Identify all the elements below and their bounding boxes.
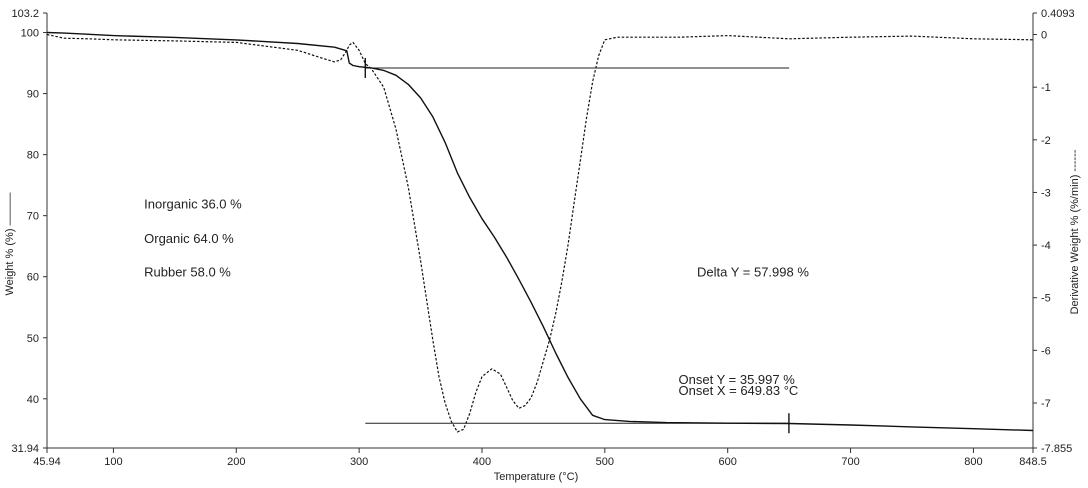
- chart-annotation: Organic 64.0 %: [144, 231, 234, 246]
- chart-annotation: Onset Y = 35.997 %: [679, 372, 796, 387]
- y-right-tick-label: -1: [1041, 82, 1051, 94]
- left-axis-ticks: 103.2 100 90 80 70 60 50 40 31.94: [11, 8, 47, 455]
- onset-markers: [364, 57, 790, 434]
- y-left-tick-label: 100: [21, 28, 39, 40]
- x-tick-label: 100: [104, 456, 122, 468]
- y-right-axis-title: Derivative Weight % (%/min) ------: [1069, 149, 1081, 314]
- y-right-tick-label: -2: [1041, 135, 1051, 147]
- y-left-tick-label: 90: [27, 89, 39, 101]
- y-left-axis-title: Weight % (%) ———: [4, 192, 16, 295]
- chart-annotation: Inorganic 36.0 %: [144, 196, 242, 211]
- y-right-tick-label: -7.855: [1041, 443, 1072, 455]
- x-tick-label: 500: [596, 456, 614, 468]
- y-left-tick-label: 70: [27, 211, 39, 223]
- x-axis-ticks: 45.94 100 200 300 400 500 600 700 800 848.5: [33, 448, 1047, 468]
- x-tick-label: 300: [350, 456, 368, 468]
- x-tick-label: 848.5: [1019, 456, 1047, 468]
- y-left-tick-label: 60: [27, 272, 39, 284]
- x-tick-label: 400: [473, 456, 491, 468]
- y-right-tick-label: -3: [1041, 187, 1051, 199]
- plot-frame: [46, 13, 1034, 449]
- x-tick-label: 200: [227, 456, 245, 468]
- y-right-tick-label: 0.4093: [1041, 8, 1075, 20]
- y-right-tick-label: -7: [1041, 398, 1051, 410]
- annotations: Inorganic 36.0 % Organic 64.0 % Rubber 58.…: [144, 196, 809, 398]
- y-left-tick-label: 103.2: [11, 8, 39, 20]
- right-axis-ticks: 0.4093 0 -1 -2 -3 -4 -5 -6 -7 -7.855: [1033, 8, 1075, 455]
- y-left-tick-label: 80: [27, 150, 39, 162]
- chart-annotation: Delta Y = 57.998 %: [697, 265, 809, 280]
- x-tick-label: 700: [841, 456, 859, 468]
- y-right-tick-label: -4: [1041, 240, 1051, 252]
- chart-annotation: Onset X = 649.83 °C: [679, 383, 799, 398]
- x-axis-title: Temperature (°C): [494, 471, 578, 483]
- reference-lines: [365, 67, 790, 424]
- y-right-tick-label: 0: [1041, 30, 1047, 42]
- y-left-tick-label: 50: [27, 333, 39, 345]
- derivative-weight-series: [46, 33, 1034, 433]
- y-right-tick-label: -6: [1041, 345, 1051, 357]
- x-tick-label: 600: [719, 456, 737, 468]
- series-group: [46, 31, 1034, 433]
- chart-annotation: Rubber 58.0 %: [144, 265, 231, 280]
- y-left-tick-label: 31.94: [11, 443, 39, 455]
- x-tick-label: 800: [964, 456, 982, 468]
- x-tick-label: 45.94: [33, 456, 61, 468]
- y-right-tick-label: -5: [1041, 293, 1051, 305]
- weight-series: [46, 31, 1034, 432]
- y-left-tick-label: 40: [27, 394, 39, 406]
